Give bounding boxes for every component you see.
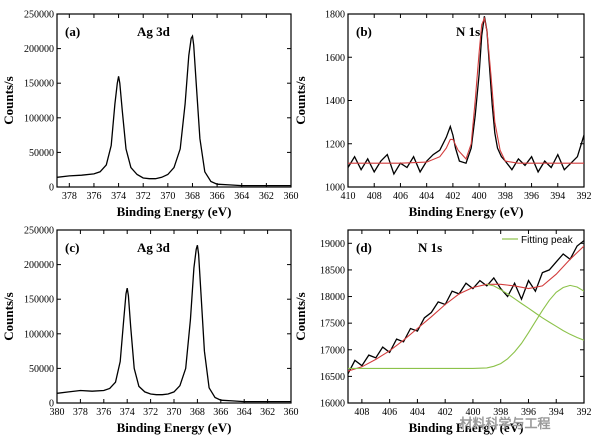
x-tick-label: 362 bbox=[260, 407, 275, 418]
x-tick-label: 380 bbox=[50, 407, 65, 418]
panel-title: Ag 3d bbox=[137, 240, 171, 255]
x-tick-label: 374 bbox=[111, 191, 126, 202]
panel-title: Ag 3d bbox=[137, 24, 171, 39]
x-tick-label: 368 bbox=[190, 407, 205, 418]
y-tick-label: 250000 bbox=[24, 226, 54, 237]
series-line-1 bbox=[348, 16, 584, 176]
plot-frame bbox=[347, 229, 585, 404]
y-axis-label: Counts/s bbox=[1, 76, 16, 124]
y-tick-label: 18500 bbox=[320, 265, 345, 276]
x-tick-label: 394 bbox=[549, 407, 564, 418]
y-tick-label: 50000 bbox=[29, 148, 54, 159]
y-tick-label: 1400 bbox=[325, 96, 345, 107]
panel-a: 378 376 374 372 370 368 366 364 362 360 0 50000 1000… bbox=[1, 10, 299, 220]
plot-frame bbox=[56, 229, 292, 404]
x-tick-label: 404 bbox=[410, 407, 425, 418]
x-tick-label: 400 bbox=[472, 191, 487, 202]
y-tick-label: 1200 bbox=[325, 139, 345, 150]
series-line-1 bbox=[57, 34, 291, 187]
y-tick-label: 150000 bbox=[24, 79, 54, 90]
panel-title: N 1s bbox=[456, 24, 480, 39]
x-tick-label: 394 bbox=[550, 191, 565, 202]
x-tick-label: 372 bbox=[143, 407, 158, 418]
y-tick-label: 1000 bbox=[325, 183, 345, 194]
y-tick-label: 0 bbox=[49, 399, 54, 410]
x-tick-label: 378 bbox=[62, 191, 77, 202]
series-line-2 bbox=[348, 16, 584, 164]
x-tick-label: 368 bbox=[185, 191, 200, 202]
legend-label: Fitting peak bbox=[521, 235, 574, 246]
x-tick-label: 360 bbox=[284, 191, 299, 202]
y-tick-label: 16500 bbox=[320, 372, 345, 383]
x-tick-label: 402 bbox=[438, 407, 453, 418]
y-tick-label: 0 bbox=[49, 183, 54, 194]
x-tick-label: 396 bbox=[521, 407, 536, 418]
y-tick-label: 17500 bbox=[320, 319, 345, 330]
y-tick-label: 50000 bbox=[29, 364, 54, 375]
panel-d: 408 406 404 402 400 398 396 394 392 16000 16500 170… bbox=[293, 229, 592, 435]
panel-label: (c) bbox=[65, 240, 79, 255]
series-line-3 bbox=[348, 284, 584, 369]
y-tick-label: 18000 bbox=[320, 292, 345, 303]
plot-frame bbox=[56, 13, 292, 188]
x-tick-label: 366 bbox=[213, 407, 228, 418]
watermark: 材料科学与工程 bbox=[459, 416, 550, 432]
y-tick-label: 16000 bbox=[320, 399, 345, 410]
x-tick-label: 374 bbox=[120, 407, 135, 418]
series-line-4 bbox=[486, 283, 584, 341]
x-tick-label: 362 bbox=[259, 191, 274, 202]
y-tick-label: 200000 bbox=[24, 260, 54, 271]
panel-title: N 1s bbox=[418, 240, 442, 255]
x-tick-label: 398 bbox=[498, 191, 513, 202]
panel-label: (b) bbox=[356, 24, 372, 39]
y-axis-label: Counts/s bbox=[293, 76, 308, 124]
y-tick-label: 150000 bbox=[24, 295, 54, 306]
panel-label: (a) bbox=[65, 24, 80, 39]
x-axis-label: Binding Energy (eV) bbox=[409, 420, 524, 435]
x-tick-label: 364 bbox=[237, 407, 252, 418]
x-tick-label: 408 bbox=[354, 407, 369, 418]
x-axis-label: Binding Energy (eV) bbox=[117, 204, 232, 219]
y-tick-label: 200000 bbox=[24, 44, 54, 55]
series-line-1 bbox=[57, 245, 291, 403]
y-tick-label: 1600 bbox=[325, 53, 345, 64]
y-tick-label: 19000 bbox=[320, 239, 345, 250]
y-tick-label: 1800 bbox=[325, 10, 345, 21]
x-tick-label: 392 bbox=[577, 191, 592, 202]
x-tick-label: 378 bbox=[73, 407, 88, 418]
x-tick-label: 406 bbox=[393, 191, 408, 202]
y-tick-label: 17000 bbox=[320, 345, 345, 356]
x-tick-label: 364 bbox=[234, 191, 249, 202]
x-tick-label: 400 bbox=[465, 407, 480, 418]
x-tick-label: 370 bbox=[167, 407, 182, 418]
series-line-1 bbox=[348, 240, 584, 374]
x-tick-label: 376 bbox=[86, 191, 101, 202]
x-tick-label: 398 bbox=[493, 407, 508, 418]
y-tick-label: 250000 bbox=[24, 10, 54, 21]
x-tick-label: 366 bbox=[210, 191, 225, 202]
x-tick-label: 376 bbox=[96, 407, 111, 418]
y-tick-label: 100000 bbox=[24, 329, 54, 340]
x-tick-label: 392 bbox=[577, 407, 592, 418]
x-tick-label: 406 bbox=[382, 407, 397, 418]
x-tick-label: 404 bbox=[419, 191, 434, 202]
x-tick-label: 396 bbox=[524, 191, 539, 202]
x-tick-label: 360 bbox=[284, 407, 299, 418]
x-tick-label: 410 bbox=[341, 191, 356, 202]
x-axis-label: Binding Energy (eV) bbox=[117, 420, 232, 435]
panel-c: 380 378 376 374 372 370 368 366 364 362 360 0 50000 1… bbox=[1, 226, 299, 436]
y-axis-label: Counts/s bbox=[1, 292, 16, 340]
y-tick-label: 100000 bbox=[24, 113, 54, 124]
x-tick-label: 402 bbox=[445, 191, 460, 202]
panel-label: (d) bbox=[356, 240, 372, 255]
x-tick-label: 372 bbox=[136, 191, 151, 202]
x-tick-label: 370 bbox=[160, 191, 175, 202]
panel-b: 410 408 406 404 402 400 398 396 394 392 1000 1200 14… bbox=[293, 10, 592, 220]
plot-frame bbox=[347, 13, 585, 188]
y-axis-label: Counts/s bbox=[293, 292, 308, 340]
series-line-2 bbox=[348, 245, 584, 372]
x-axis-label: Binding Energy (eV) bbox=[409, 204, 524, 219]
x-tick-label: 408 bbox=[367, 191, 382, 202]
